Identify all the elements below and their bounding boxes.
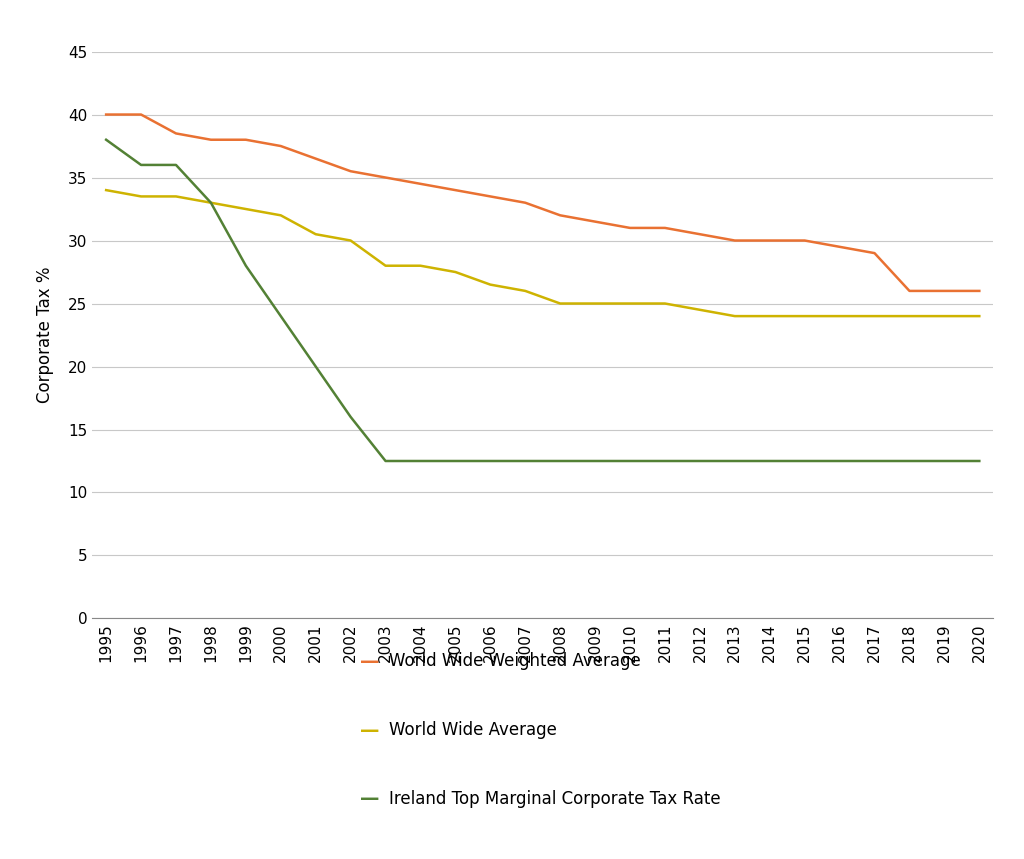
World Wide Weighted Average (764, 235, 776, 246)
Ireland Top Marginal Corporate Tax Rate (240, 260, 252, 271)
World Wide Weighted Average (170, 128, 182, 138)
World Wide Average (484, 279, 497, 289)
World Wide Average (135, 192, 147, 202)
Ireland Top Marginal Corporate Tax Rate (554, 456, 566, 466)
World Wide Average (309, 229, 322, 240)
World Wide Weighted Average (274, 141, 287, 151)
Ireland Top Marginal Corporate Tax Rate (729, 456, 741, 466)
World Wide Average (868, 311, 881, 321)
Ireland Top Marginal Corporate Tax Rate (868, 456, 881, 466)
World Wide Average (658, 298, 671, 308)
World Wide Average (973, 311, 985, 321)
World Wide Weighted Average (624, 222, 636, 233)
Text: —: — (359, 721, 379, 740)
World Wide Average (519, 286, 531, 296)
Line: World Wide Weighted Average: World Wide Weighted Average (106, 114, 979, 291)
World Wide Weighted Average (309, 154, 322, 164)
Ireland Top Marginal Corporate Tax Rate (589, 456, 601, 466)
World Wide Weighted Average (519, 198, 531, 208)
World Wide Average (799, 311, 811, 321)
World Wide Weighted Average (903, 286, 915, 296)
Ireland Top Marginal Corporate Tax Rate (693, 456, 706, 466)
World Wide Weighted Average (100, 109, 113, 119)
Line: Ireland Top Marginal Corporate Tax Rate: Ireland Top Marginal Corporate Tax Rate (106, 140, 979, 461)
World Wide Average (344, 235, 356, 246)
Text: World Wide Average: World Wide Average (389, 722, 557, 739)
World Wide Weighted Average (799, 235, 811, 246)
Ireland Top Marginal Corporate Tax Rate (903, 456, 915, 466)
Ireland Top Marginal Corporate Tax Rate (484, 456, 497, 466)
World Wide Average (589, 298, 601, 308)
Ireland Top Marginal Corporate Tax Rate (170, 160, 182, 170)
Ireland Top Marginal Corporate Tax Rate (799, 456, 811, 466)
Ireland Top Marginal Corporate Tax Rate (450, 456, 462, 466)
World Wide Weighted Average (135, 109, 147, 119)
World Wide Weighted Average (693, 229, 706, 240)
Ireland Top Marginal Corporate Tax Rate (274, 311, 287, 321)
World Wide Weighted Average (658, 222, 671, 233)
Ireland Top Marginal Corporate Tax Rate (100, 135, 113, 145)
World Wide Weighted Average (589, 216, 601, 227)
Ireland Top Marginal Corporate Tax Rate (973, 456, 985, 466)
World Wide Weighted Average (973, 286, 985, 296)
World Wide Average (100, 185, 113, 195)
World Wide Weighted Average (868, 248, 881, 259)
World Wide Weighted Average (938, 286, 950, 296)
Ireland Top Marginal Corporate Tax Rate (658, 456, 671, 466)
World Wide Average (938, 311, 950, 321)
Ireland Top Marginal Corporate Tax Rate (344, 411, 356, 422)
Ireland Top Marginal Corporate Tax Rate (309, 362, 322, 372)
World Wide Average (415, 260, 427, 271)
World Wide Average (450, 267, 462, 277)
Text: Ireland Top Marginal Corporate Tax Rate: Ireland Top Marginal Corporate Tax Rate (389, 790, 721, 807)
Ireland Top Marginal Corporate Tax Rate (519, 456, 531, 466)
Ireland Top Marginal Corporate Tax Rate (938, 456, 950, 466)
World Wide Weighted Average (554, 210, 566, 221)
World Wide Average (693, 305, 706, 315)
World Wide Weighted Average (415, 179, 427, 189)
Ireland Top Marginal Corporate Tax Rate (205, 198, 217, 208)
World Wide Average (205, 198, 217, 208)
Text: —: — (359, 652, 379, 671)
World Wide Average (729, 311, 741, 321)
Ireland Top Marginal Corporate Tax Rate (834, 456, 846, 466)
Y-axis label: Corporate Tax %: Corporate Tax % (36, 267, 54, 403)
World Wide Average (624, 298, 636, 308)
Text: —: — (359, 789, 379, 808)
Ireland Top Marginal Corporate Tax Rate (415, 456, 427, 466)
Ireland Top Marginal Corporate Tax Rate (135, 160, 147, 170)
Ireland Top Marginal Corporate Tax Rate (380, 456, 392, 466)
Line: World Wide Average: World Wide Average (106, 190, 979, 316)
World Wide Average (240, 204, 252, 214)
World Wide Average (554, 298, 566, 308)
World Wide Weighted Average (205, 135, 217, 145)
World Wide Average (380, 260, 392, 271)
World Wide Weighted Average (380, 173, 392, 183)
World Wide Weighted Average (729, 235, 741, 246)
Ireland Top Marginal Corporate Tax Rate (764, 456, 776, 466)
World Wide Average (764, 311, 776, 321)
World Wide Weighted Average (240, 135, 252, 145)
World Wide Weighted Average (450, 185, 462, 195)
Text: World Wide Weighted Average: World Wide Weighted Average (389, 653, 641, 670)
World Wide Average (274, 210, 287, 221)
Ireland Top Marginal Corporate Tax Rate (624, 456, 636, 466)
World Wide Weighted Average (344, 166, 356, 176)
World Wide Average (834, 311, 846, 321)
World Wide Average (903, 311, 915, 321)
World Wide Average (170, 192, 182, 202)
World Wide Weighted Average (484, 192, 497, 202)
World Wide Weighted Average (834, 241, 846, 252)
